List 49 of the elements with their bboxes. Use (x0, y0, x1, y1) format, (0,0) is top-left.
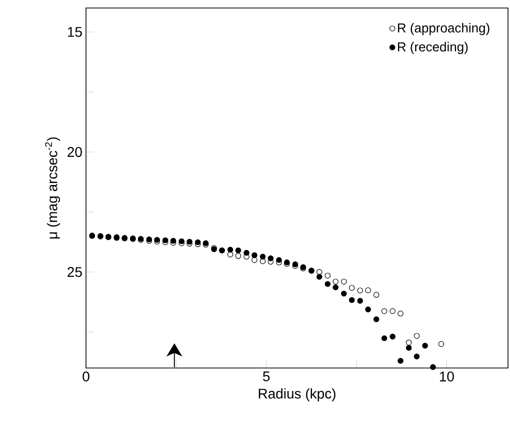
point (414, 332, 420, 339)
x-tick-label: 10 (440, 372, 454, 382)
point (340, 290, 347, 297)
point (373, 292, 380, 298)
point (381, 335, 388, 342)
y-tick-label: 15 (68, 27, 82, 37)
point (244, 250, 250, 256)
y-tick-label: 25 (68, 267, 82, 277)
y-tick-label: 20 (68, 147, 82, 157)
point (340, 278, 347, 285)
point (357, 298, 364, 304)
point (227, 252, 234, 258)
point (365, 306, 371, 312)
point (390, 334, 396, 340)
point (324, 281, 331, 287)
point (390, 308, 396, 314)
point (235, 248, 242, 254)
point (252, 257, 258, 263)
point (398, 310, 404, 316)
point (276, 257, 282, 263)
point (406, 340, 412, 346)
point (235, 253, 242, 259)
point (332, 284, 338, 290)
point (348, 284, 355, 291)
point (438, 341, 444, 347)
point (324, 272, 331, 279)
x-tick-label: 5 (263, 372, 270, 382)
x-axis-title: Radius (kpc) (258, 388, 336, 402)
point (406, 344, 412, 351)
point (316, 269, 322, 275)
point (365, 287, 371, 294)
point (227, 246, 234, 253)
x-tick-label: 0 (82, 372, 90, 382)
point (414, 354, 420, 360)
point (260, 254, 266, 260)
point (357, 288, 364, 294)
point (348, 297, 355, 303)
legend-label: R (approaching) (398, 23, 490, 36)
y-axis-title: μ (mag arcsec$^{-2}$) (45, 137, 60, 238)
point (398, 358, 404, 364)
legend-label: R (receding) (398, 42, 468, 54)
point (332, 278, 338, 285)
point (381, 308, 388, 314)
point (268, 255, 274, 262)
point (422, 342, 428, 349)
point (316, 274, 322, 280)
point (430, 364, 436, 370)
point (252, 252, 258, 258)
point (373, 316, 380, 322)
